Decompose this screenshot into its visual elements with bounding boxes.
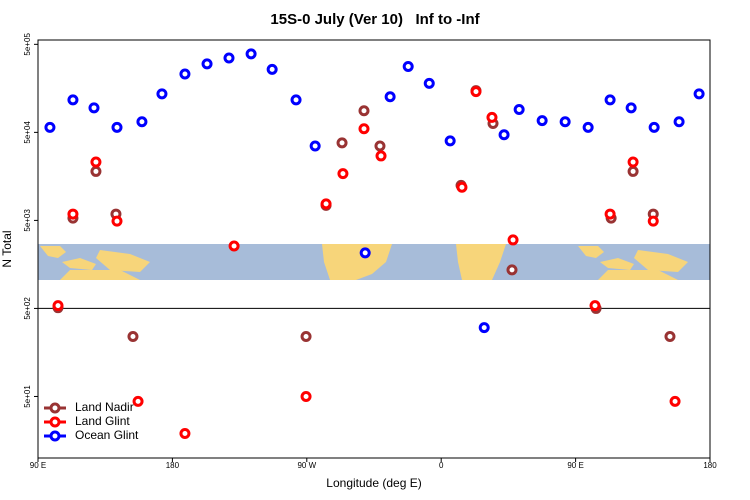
point xyxy=(52,300,64,312)
y-tick-label: 5e+03 xyxy=(23,209,32,232)
point xyxy=(179,427,191,439)
point xyxy=(507,234,519,246)
point xyxy=(358,105,370,117)
point xyxy=(201,58,213,70)
point xyxy=(111,121,123,133)
legend-marker xyxy=(49,402,61,414)
point xyxy=(266,63,278,75)
y-tick-label: 5e+01 xyxy=(23,385,32,408)
point xyxy=(300,390,312,402)
point xyxy=(673,116,685,128)
point xyxy=(290,94,302,106)
point xyxy=(90,165,102,177)
point xyxy=(559,116,571,128)
point xyxy=(627,165,639,177)
point xyxy=(536,115,548,127)
chart-title: 15S-0 July (Ver 10) Inf to -Inf xyxy=(270,11,480,28)
y-tick-label: 5e+05 xyxy=(23,33,32,56)
point xyxy=(478,322,490,334)
point xyxy=(604,208,616,220)
point xyxy=(67,208,79,220)
point xyxy=(470,86,482,98)
point xyxy=(589,300,601,312)
point xyxy=(423,77,435,89)
point xyxy=(604,94,616,106)
x-tick-label: 180 xyxy=(703,461,717,470)
x-tick-label: 180 xyxy=(166,461,180,470)
point xyxy=(693,88,705,100)
point xyxy=(132,395,144,407)
y-tick-label: 5e+02 xyxy=(23,297,32,320)
point xyxy=(627,156,639,168)
point xyxy=(375,150,387,162)
legend-label: Land Glint xyxy=(75,414,130,428)
point xyxy=(111,215,123,227)
point xyxy=(444,135,456,147)
point xyxy=(358,123,370,135)
x-tick-label: 90 W xyxy=(297,461,316,470)
point xyxy=(300,330,312,342)
map-strip xyxy=(38,244,710,280)
point xyxy=(309,140,321,152)
x-axis-label: Longitude (deg E) xyxy=(326,476,421,490)
y-axis-label: N Total xyxy=(0,230,14,267)
point xyxy=(127,330,139,342)
legend-marker xyxy=(49,430,61,442)
point xyxy=(337,168,349,180)
point xyxy=(88,102,100,114)
point xyxy=(223,52,235,64)
point xyxy=(506,264,518,276)
x-tick-label: 90 E xyxy=(30,461,46,470)
point xyxy=(90,156,102,168)
plot-frame xyxy=(37,39,711,459)
point xyxy=(486,111,498,123)
point xyxy=(498,129,510,141)
point xyxy=(156,88,168,100)
legend-label: Ocean Glint xyxy=(75,428,139,442)
point xyxy=(384,91,396,103)
point xyxy=(179,68,191,80)
point xyxy=(664,330,676,342)
point xyxy=(582,121,594,133)
y-tick-label: 5e+04 xyxy=(23,121,32,144)
point xyxy=(245,48,257,60)
point xyxy=(456,181,468,193)
point xyxy=(402,61,414,73)
point xyxy=(336,137,348,149)
legend-label: Land Nadir xyxy=(75,400,134,414)
point xyxy=(359,247,371,259)
legend-marker xyxy=(49,416,61,428)
point xyxy=(320,198,332,210)
point xyxy=(513,103,525,115)
point xyxy=(648,121,660,133)
point xyxy=(136,116,148,128)
point xyxy=(669,395,681,407)
point xyxy=(625,102,637,114)
point xyxy=(374,140,386,152)
point xyxy=(67,94,79,106)
point xyxy=(228,240,240,252)
point xyxy=(44,121,56,133)
x-tick-label: 0 xyxy=(439,461,444,470)
x-tick-label: 90 E xyxy=(567,461,583,470)
point xyxy=(647,215,659,227)
